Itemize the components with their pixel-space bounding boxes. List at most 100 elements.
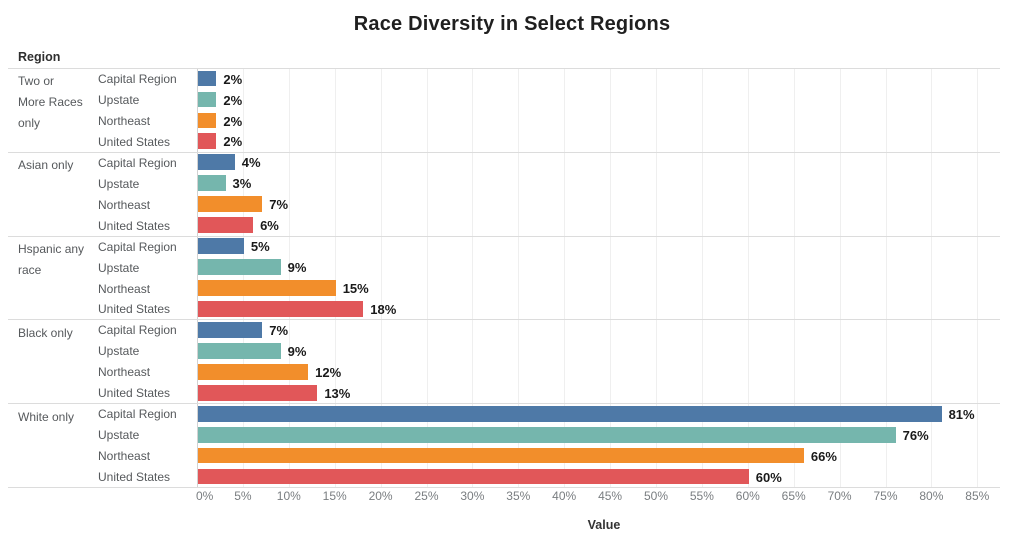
row-label: Upstate <box>98 176 140 191</box>
x-tick-label: 15% <box>322 489 347 503</box>
row-label: Northeast <box>98 113 151 128</box>
bar[interactable] <box>198 91 217 108</box>
bar[interactable] <box>198 405 942 422</box>
gridline <box>977 68 979 487</box>
x-axis-label: Value <box>587 518 621 532</box>
value-label: 15% <box>342 281 369 297</box>
category-label: Asian only <box>18 155 98 176</box>
x-tick-label: 5% <box>234 489 252 503</box>
value-label: 9% <box>287 260 307 276</box>
bar[interactable] <box>198 280 336 296</box>
value-label: 18% <box>370 302 397 318</box>
bar[interactable] <box>198 112 217 129</box>
bar[interactable] <box>198 154 235 171</box>
x-tick-label: 60% <box>735 489 760 503</box>
gridline <box>931 68 933 487</box>
bar[interactable] <box>198 133 217 150</box>
x-tick-label: 10% <box>276 489 301 503</box>
x-tick-label: 30% <box>460 489 485 503</box>
x-tick-label: 20% <box>368 489 393 503</box>
value-label: 81% <box>948 406 975 422</box>
bar[interactable] <box>198 259 281 275</box>
bar[interactable] <box>198 447 804 464</box>
x-tick-label: 25% <box>414 489 439 503</box>
gridline <box>839 68 841 487</box>
row-label: United States <box>98 218 171 233</box>
value-label: 3% <box>232 176 252 192</box>
x-tick-label: 75% <box>873 489 898 503</box>
category-label-line: only <box>18 116 41 131</box>
x-tick-label: 70% <box>827 489 852 503</box>
value-label: 4% <box>241 155 261 171</box>
category-label-line: Hspanic any <box>18 242 85 256</box>
row-label: Upstate <box>98 428 140 443</box>
x-tick-label: 80% <box>919 489 944 503</box>
x-tick-label: 45% <box>598 489 623 503</box>
row-label: Capital Region <box>98 155 177 170</box>
category-label-line: Black only <box>18 325 73 340</box>
bar[interactable] <box>198 468 749 485</box>
x-tick-label: 40% <box>552 489 577 503</box>
value-label: 66% <box>810 448 837 464</box>
value-label: 12% <box>315 364 342 380</box>
category-label: Black only <box>18 323 98 344</box>
bar[interactable] <box>198 426 896 443</box>
category-label-line: Asian only <box>18 158 74 173</box>
gridline <box>793 68 795 487</box>
bar[interactable] <box>198 238 244 254</box>
value-label: 2% <box>223 92 243 108</box>
row-label: United States <box>98 302 171 317</box>
bar[interactable] <box>198 322 263 338</box>
value-label: 7% <box>269 197 289 213</box>
category-label: Hspanic any race <box>18 239 98 281</box>
value-label: 2% <box>223 113 243 129</box>
row-label: Capital Region <box>98 323 177 338</box>
row-label: Northeast <box>98 449 151 464</box>
category-label-line: race <box>18 262 42 277</box>
value-label: 9% <box>287 343 307 359</box>
x-tick-label: 0% <box>196 489 214 503</box>
category-label: Two or More Races only <box>18 71 98 134</box>
value-label: 2% <box>223 71 243 87</box>
gridline <box>564 68 566 487</box>
row-label: Northeast <box>98 281 151 296</box>
value-label: 6% <box>260 218 279 234</box>
gridline <box>380 68 382 487</box>
row-label: United States <box>98 386 171 401</box>
bar[interactable] <box>198 301 364 317</box>
row-label: United States <box>98 134 171 149</box>
bar[interactable] <box>198 196 263 213</box>
row-label: Capital Region <box>98 407 177 422</box>
bar[interactable] <box>198 175 226 192</box>
gridline <box>610 68 612 487</box>
bar[interactable] <box>198 363 309 380</box>
bar[interactable] <box>198 384 318 401</box>
value-label: 76% <box>902 427 929 443</box>
gridline <box>747 68 749 487</box>
gridline <box>701 68 703 487</box>
row-label: Northeast <box>98 197 151 212</box>
value-label: 60% <box>755 469 782 485</box>
gridline <box>426 68 428 487</box>
plot-top-border <box>8 68 1000 69</box>
row-label: Capital Region <box>98 239 177 254</box>
gridline <box>472 68 474 487</box>
category-label: White only <box>18 407 98 428</box>
x-tick-label: 50% <box>643 489 669 503</box>
row-label: Upstate <box>98 344 140 359</box>
bar[interactable] <box>198 342 281 359</box>
gridline <box>885 68 887 487</box>
x-tick-label: 85% <box>965 489 990 503</box>
value-label: 7% <box>269 323 289 338</box>
row-label: Northeast <box>98 365 151 380</box>
bar[interactable] <box>198 217 254 234</box>
value-label: 13% <box>324 385 351 401</box>
gridline <box>288 68 290 487</box>
group-separator <box>8 235 1000 237</box>
bar[interactable] <box>198 70 217 87</box>
group-separator <box>8 151 1000 153</box>
category-label-line: White only <box>18 409 75 424</box>
group-separator <box>8 403 1000 405</box>
gridline <box>242 68 244 487</box>
category-label-line: More Races <box>18 95 83 110</box>
